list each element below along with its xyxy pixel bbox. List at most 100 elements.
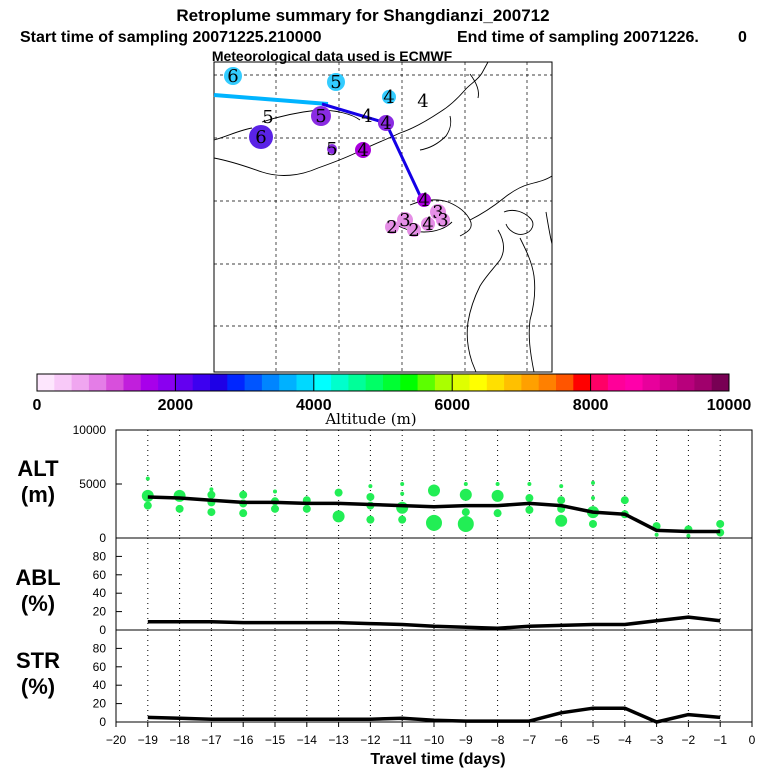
colorbar-swatch (573, 374, 591, 391)
y-tick-label: 0 (99, 715, 106, 729)
scatter-point (716, 519, 725, 528)
x-tick-label: −3 (650, 733, 664, 747)
scatter-point (396, 501, 409, 514)
y-tick-label: 20 (93, 697, 107, 711)
scatter-point (239, 490, 248, 499)
marker-dot (397, 212, 413, 228)
marker-label: 6 (227, 66, 238, 87)
colorbar-swatch (54, 374, 72, 391)
colorbar-swatch (88, 374, 107, 391)
panel-label: STR (16, 648, 60, 673)
scatter-point (555, 514, 568, 527)
scatter-point (332, 510, 345, 523)
colorbar-swatch (331, 374, 349, 391)
x-tick-label: −6 (554, 733, 568, 747)
x-tick-label: −8 (491, 733, 505, 747)
colorbar-swatch (711, 374, 730, 391)
marker-label: 5 (330, 72, 341, 93)
panel-gridlines (147, 538, 721, 630)
y-tick-label: 80 (93, 549, 107, 563)
panel-unit: (m) (21, 482, 55, 507)
scatter-point (428, 484, 440, 497)
scatter-point (491, 489, 504, 502)
scatter-point (173, 489, 186, 502)
marker-label: 4 (380, 113, 391, 134)
series-line (147, 706, 721, 724)
y-tick-label: 80 (93, 641, 107, 655)
scatter-point (207, 508, 216, 517)
colorbar-swatch (469, 374, 488, 391)
colorbar-swatch (158, 374, 176, 391)
x-axis-title: Travel time (days) (370, 751, 505, 768)
scatter-point (239, 509, 248, 518)
scatter-point (400, 491, 405, 496)
y-tick-label: 0 (99, 531, 106, 545)
altitude-marker: 5 (311, 106, 331, 127)
altitude-marker: 3 (397, 210, 413, 231)
colorbar-swatch (140, 374, 159, 391)
scatter-point (686, 533, 691, 538)
colorbar-swatch (175, 374, 194, 391)
x-tick-label: −4 (618, 733, 632, 747)
colorbar-swatch (37, 374, 55, 391)
colorbar-swatch (607, 374, 626, 391)
marker-dot (327, 144, 337, 154)
scatter-point (271, 504, 279, 513)
scatter-point (368, 484, 373, 489)
y-tick-label: 0 (99, 623, 106, 637)
scatter-point (654, 532, 659, 537)
colorbar-swatch (192, 374, 211, 391)
marker-label: 3 (432, 202, 443, 223)
x-tick-label: −14 (297, 733, 318, 747)
marker-dot (224, 67, 242, 85)
panel-abl: 80 60 40 20 0 ABL(%) (15, 537, 753, 637)
marker-dot (311, 106, 331, 126)
scatter-point (457, 515, 474, 532)
marker-dot (378, 115, 394, 131)
colorbar-swatch (590, 374, 609, 391)
scatter-point (398, 515, 407, 524)
y-tick-label: 5000 (79, 477, 106, 491)
colorbar-swatch (625, 374, 643, 391)
colorbar-tick-label: 10000 (707, 397, 752, 414)
altitude-marker: 4 (417, 91, 428, 112)
panel-str: 80 60 40 20 0 STR(%) (16, 629, 753, 729)
series-line (147, 495, 721, 534)
start-time: Start time of sampling 20071225.210000 (20, 29, 322, 46)
met-data-label: Meteorological data used is ECMWF (212, 48, 453, 64)
altitude-marker: 6 (249, 125, 273, 149)
colorbar-swatch (417, 374, 436, 391)
altitude-marker: 4 (355, 140, 371, 161)
panel-label: ABL (15, 565, 60, 590)
scatter-point (366, 492, 375, 501)
marker-dot (249, 125, 273, 149)
coastlines (213, 61, 553, 373)
marker-dot (436, 213, 450, 227)
end-time-suffix: 0 (738, 29, 747, 46)
marker-label: 4 (383, 87, 394, 108)
marker-label: 4 (417, 91, 428, 112)
scatter-point (495, 482, 500, 486)
x-tick-label: −19 (138, 733, 159, 747)
scatter-point (589, 519, 597, 528)
colorbar-swatch (123, 374, 142, 391)
x-axis: −20 −19 −18 −17 −16 −15 −14 −13 −12 −11 −10 −9 −8 −7−… (106, 722, 756, 768)
x-tick-label: −13 (328, 733, 349, 747)
colorbar-title: Altitude (m) (324, 410, 416, 428)
time-series-panels: 1000050000ALT(m)806040200ABL(%)806040200… (15, 423, 755, 768)
altitude-marker: 6 (224, 66, 242, 87)
colorbar-swatch (348, 374, 367, 391)
x-tick-label: −9 (459, 733, 473, 747)
scatter-point (426, 514, 442, 531)
altitude-marker: 3 (436, 210, 450, 231)
end-time: End time of sampling 20071226. (457, 29, 699, 46)
x-tick-label: −20 (106, 733, 127, 747)
scatter-point (463, 482, 468, 486)
altitude-marker: 2 (407, 220, 421, 241)
x-tick-label: −12 (360, 733, 381, 747)
altitude-marker: 5 (326, 139, 337, 160)
scatter-point (209, 487, 214, 492)
x-tick-label: −10 (424, 733, 445, 747)
colorbar-swatch (383, 374, 401, 391)
